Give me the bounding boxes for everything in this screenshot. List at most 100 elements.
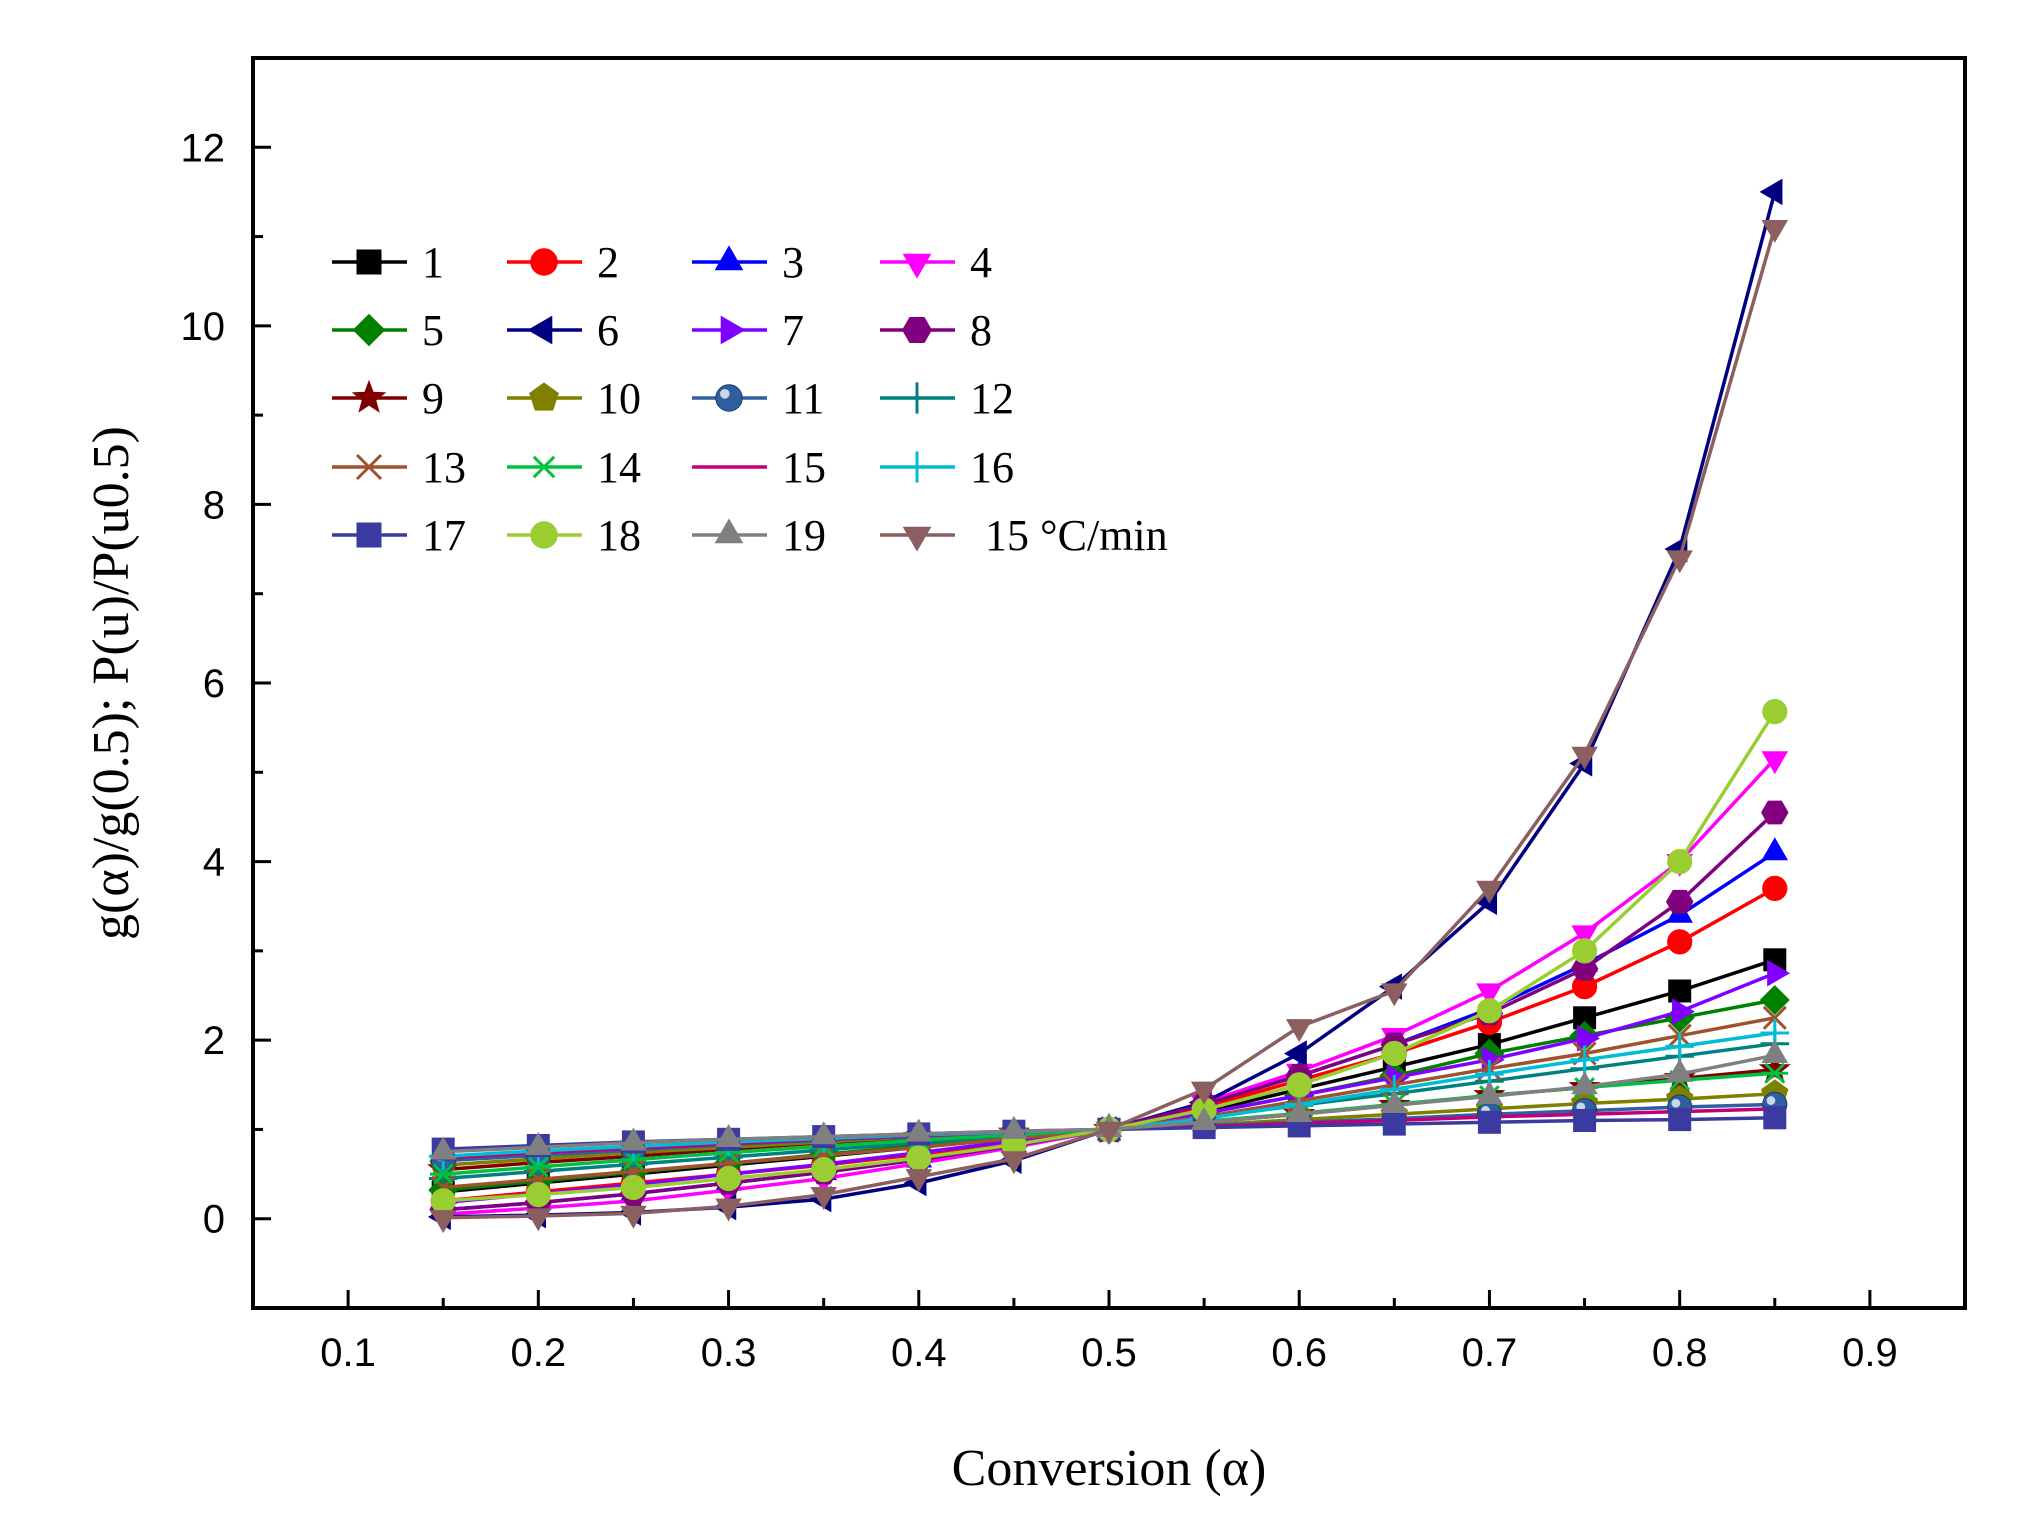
legend-marker	[530, 248, 558, 276]
data-point	[1190, 1081, 1218, 1105]
data-point	[1758, 1052, 1791, 1084]
data-point	[1381, 1040, 1407, 1067]
data-point	[620, 1127, 647, 1151]
legend-marker	[529, 455, 559, 479]
legend-marker	[720, 315, 746, 345]
data-point	[525, 1156, 552, 1178]
data-point	[1672, 998, 1696, 1025]
data-point	[1762, 1005, 1787, 1030]
legend-label: 6	[597, 306, 619, 355]
data-point	[715, 1165, 742, 1192]
data-point	[905, 1169, 933, 1193]
data-point	[1571, 925, 1598, 949]
legend-marker	[902, 253, 932, 279]
data-point	[1666, 1058, 1693, 1082]
data-point	[1476, 983, 1503, 1007]
data-point	[1761, 800, 1789, 825]
data-point	[1667, 929, 1693, 955]
legend-item: 14	[507, 443, 641, 492]
legend-marker	[902, 317, 932, 343]
legend-marker	[714, 518, 744, 544]
legend-item: 11	[692, 374, 824, 423]
data-point	[1283, 1040, 1307, 1067]
legend-label: 10	[597, 374, 641, 423]
x-tick-label: 0.1	[320, 1331, 376, 1375]
data-point	[1763, 1106, 1787, 1130]
legend-marker	[356, 249, 382, 275]
data-point	[1667, 848, 1693, 875]
y-tick-label: 12	[181, 126, 226, 170]
x-tick-label: 0.7	[1462, 1331, 1518, 1375]
y-tick-label: 4	[203, 841, 225, 885]
legend-item: 8	[880, 306, 992, 355]
data-point	[715, 1198, 742, 1222]
data-point	[1476, 880, 1503, 904]
legend-label: 3	[782, 238, 804, 287]
legend-label: 8	[970, 306, 992, 355]
data-point	[1285, 1019, 1313, 1043]
data-point	[1570, 1045, 1599, 1075]
data-point	[1759, 178, 1783, 206]
data-point	[1571, 938, 1598, 964]
legend-marker	[352, 313, 386, 347]
y-tick-label: 0	[203, 1198, 225, 1242]
data-point	[429, 1210, 457, 1234]
data-point	[1000, 1115, 1028, 1139]
legend-item: 3	[692, 238, 804, 287]
data-point	[906, 1145, 932, 1171]
y-tick-label: 8	[203, 483, 225, 527]
legend-item: 7	[692, 306, 804, 355]
data-point	[1285, 1098, 1313, 1122]
legend-marker	[529, 382, 559, 411]
data-point	[429, 1136, 457, 1160]
y-ticks: 0 2 4 6 8 10 12	[181, 56, 271, 1310]
legend-item: 4	[880, 238, 992, 287]
x-tick-label: 0.4	[891, 1331, 947, 1375]
data-point	[1668, 979, 1692, 1003]
data-point	[1759, 984, 1790, 1016]
data-point	[1476, 1081, 1503, 1105]
legend-marker	[902, 526, 932, 552]
legend-label: 18	[597, 511, 641, 560]
y-axis-title: g(α)/g(0.5); P(u)/P(u0.5)	[83, 426, 140, 940]
legend-label: 1	[422, 238, 444, 287]
y-tick-label: 10	[181, 305, 226, 349]
data-point	[1762, 875, 1788, 902]
x-tick-label: 0.9	[1842, 1331, 1898, 1375]
data-point	[1571, 746, 1598, 770]
legend-item: 15 °C/min	[880, 511, 1168, 560]
series-19	[429, 1039, 1789, 1160]
legend-label: 4	[970, 238, 992, 287]
legend-marker	[355, 453, 383, 481]
legend-marker	[351, 379, 387, 413]
data-point	[1286, 1072, 1312, 1098]
legend-marker	[901, 451, 933, 483]
legend-label: 9	[422, 374, 444, 423]
x-ticks: 0.1 0.2 0.3 0.4 0.5 0.6 0.7 0.8 0.9	[320, 1290, 1898, 1375]
data-point	[1665, 1032, 1694, 1061]
data-point	[1476, 998, 1503, 1024]
legend-item: 16	[880, 443, 1014, 492]
legend-label: 14	[597, 443, 641, 492]
data-point	[1576, 1025, 1600, 1052]
legend-item: 12	[880, 374, 1014, 423]
data-point	[1381, 1089, 1408, 1113]
legend-label: 7	[782, 306, 804, 355]
data-point	[1761, 1062, 1789, 1084]
legend-marker	[714, 245, 744, 271]
data-point	[1761, 219, 1789, 243]
legend-label: 2	[597, 238, 619, 287]
legend-item: 18	[507, 511, 641, 560]
legend-item: 1	[332, 238, 444, 287]
data-point	[1762, 698, 1788, 725]
y-tick-label: 2	[203, 1019, 225, 1063]
legend-item: 17	[332, 511, 466, 560]
data-point	[1761, 751, 1789, 775]
legend-item: 2	[507, 238, 619, 287]
data-point	[1573, 1109, 1597, 1132]
data-point	[1190, 1106, 1218, 1130]
legend-item: 13	[332, 443, 466, 492]
data-point	[810, 1186, 837, 1210]
legend-item: 9	[332, 374, 444, 423]
